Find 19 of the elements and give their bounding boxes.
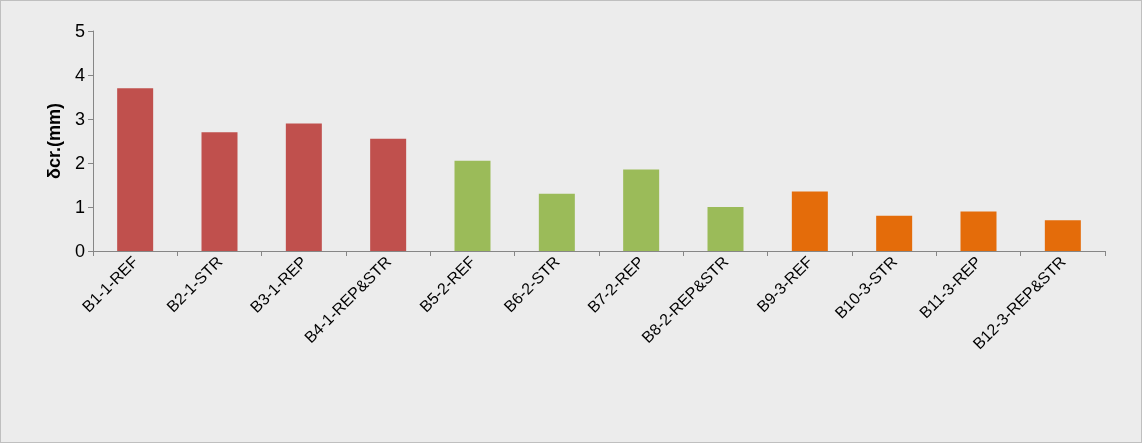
- y-axis-title: δcr.(mm): [44, 103, 64, 179]
- bar: [1044, 220, 1081, 251]
- bar: [538, 193, 575, 251]
- y-tick-label: 1: [74, 197, 85, 217]
- y-tick-label: 5: [74, 21, 85, 41]
- y-tick-label: 3: [74, 109, 85, 129]
- y-tick-label: 2: [74, 153, 85, 173]
- bar: [876, 215, 913, 251]
- bar: [285, 123, 322, 251]
- y-tick-label: 0: [74, 241, 85, 261]
- bar: [707, 207, 744, 251]
- bar: [791, 191, 828, 251]
- bar: [623, 169, 660, 251]
- y-tick-label: 4: [74, 65, 85, 85]
- bar: [201, 132, 238, 251]
- bar: [117, 88, 154, 251]
- bar: [454, 160, 491, 251]
- bar: [960, 211, 997, 251]
- bar: [370, 138, 407, 251]
